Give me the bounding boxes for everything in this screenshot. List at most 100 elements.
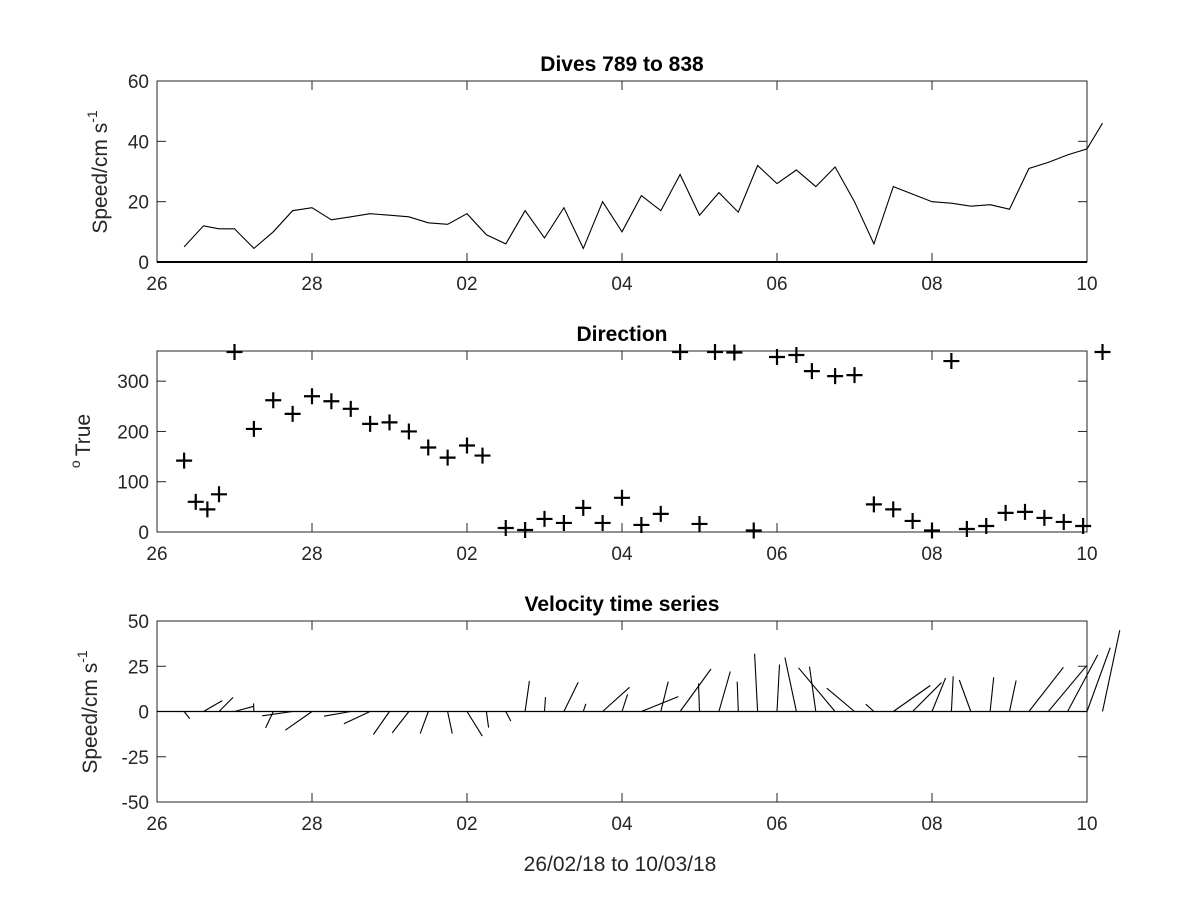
velocity-stick	[1101, 629, 1121, 712]
velocity-stick	[892, 685, 931, 712]
direction-y-label-prefix: o	[67, 460, 83, 468]
velocity-y-tick-label: 0	[138, 703, 149, 724]
direction-point	[555, 514, 572, 531]
direction-point	[614, 489, 630, 506]
direction-point	[362, 415, 379, 432]
direction-point	[997, 504, 1014, 521]
direction-point	[439, 449, 456, 466]
velocity-x-tick-label: 06	[766, 814, 787, 835]
velocity-y-tick-label: 25	[128, 657, 149, 678]
velocity-stick	[218, 697, 234, 712]
velocity-stick	[343, 711, 371, 725]
svg-text:Speed/cm s-1: Speed/cm s-1	[84, 110, 112, 234]
velocity-stick	[563, 681, 579, 712]
direction-y-label-text: True	[72, 414, 95, 456]
direction-axes: 26280204060810120100200300	[117, 344, 1111, 565]
velocity-y-tick-label: -25	[122, 748, 149, 769]
velocity-y-label: Speed/cm s-1	[74, 650, 102, 774]
direction-point	[769, 349, 785, 366]
velocity-stick	[736, 681, 739, 712]
direction-y-tick-label: 200	[117, 422, 149, 443]
direction-x-tick-label: 08	[921, 544, 942, 565]
velocity-x-tick-label: 08	[921, 814, 942, 835]
velocity-stick	[1028, 666, 1064, 712]
velocity-stick	[391, 711, 410, 734]
velocity-stick	[697, 683, 701, 712]
direction-x-tick-label: 26	[146, 544, 167, 565]
svg-text:Speed/cm s-1: Speed/cm s-1	[74, 650, 102, 774]
speed-x-tick-label: 10	[1076, 274, 1097, 295]
direction-point	[1075, 517, 1092, 534]
velocity-stick	[950, 676, 954, 712]
velocity-stick	[621, 694, 629, 712]
direction-y-tick-label: 0	[138, 523, 149, 544]
velocity-stick	[912, 682, 942, 712]
direction-point	[265, 392, 282, 409]
velocity-panel-title: Velocity time series	[525, 593, 720, 616]
direction-point	[1094, 344, 1111, 361]
direction-point	[1036, 509, 1053, 526]
direction-point	[803, 363, 820, 380]
speed-y-label-text: Speed/cm s	[89, 123, 112, 234]
direction-point	[459, 437, 475, 454]
direction-point	[1055, 513, 1072, 530]
velocity-y-label-sup: -1	[74, 650, 90, 663]
direction-point	[924, 522, 940, 539]
velocity-stick	[183, 711, 191, 719]
speed-y-tick-label: 60	[128, 72, 149, 93]
direction-point	[211, 486, 227, 503]
direction-point	[381, 414, 398, 431]
velocity-stick	[1047, 665, 1088, 712]
direction-point	[978, 517, 995, 534]
speed-x-tick-label: 06	[766, 274, 787, 295]
direction-point	[672, 344, 689, 361]
velocity-y-label-text: Speed/cm s	[79, 663, 102, 774]
speed-y-tick-label: 20	[128, 193, 149, 214]
direction-point	[904, 512, 921, 529]
direction-x-tick-label: 10	[1076, 544, 1097, 565]
direction-point	[745, 522, 762, 539]
speed-panel-title: Dives 789 to 838	[540, 53, 704, 76]
speed-panel: Dives 789 to 838 26280204060810120204060…	[84, 53, 1103, 295]
velocity-stick	[798, 667, 836, 712]
direction-point	[943, 353, 960, 370]
direction-point	[652, 505, 669, 522]
speed-x-tick-label: 04	[611, 274, 633, 295]
direction-panel-title: Direction	[576, 323, 667, 346]
speed-y-tick-label: 40	[128, 132, 149, 153]
speed-x-tick-label: 02	[456, 274, 477, 295]
velocity-stick	[826, 687, 855, 712]
svg-text:oTrue: o True	[67, 414, 95, 468]
velocity-stick	[1008, 680, 1017, 712]
velocity-y-tick-label: 50	[128, 612, 149, 633]
direction-point	[827, 368, 844, 385]
velocity-stick	[262, 710, 293, 717]
direction-point	[176, 452, 193, 469]
velocity-stick	[808, 666, 817, 712]
direction-point	[958, 520, 975, 537]
velocity-stick	[485, 711, 490, 728]
velocity-stick	[582, 703, 587, 712]
velocity-stick	[447, 711, 453, 734]
direction-panel: Direction 26280204060810120100200300 oTr…	[67, 323, 1111, 565]
direction-point	[187, 493, 204, 510]
velocity-stick	[543, 697, 547, 712]
velocity-stick	[234, 705, 254, 713]
direction-point	[885, 501, 902, 518]
velocity-stick	[931, 677, 947, 712]
velocity-x-tick-label: 26	[146, 814, 167, 835]
direction-x-tick-label: 06	[766, 544, 787, 565]
direction-x-tick-label: 02	[456, 544, 477, 565]
velocity-x-tick-label: 04	[611, 814, 633, 835]
direction-point	[726, 344, 743, 361]
velocity-y-tick-label: -50	[122, 793, 149, 814]
speed-y-label-sup: -1	[84, 110, 100, 123]
velocity-stick	[776, 664, 781, 712]
velocity-stick	[989, 677, 995, 712]
velocity-stick	[524, 680, 530, 712]
direction-point	[633, 516, 650, 533]
direction-point	[707, 344, 723, 361]
direction-y-label: o True	[67, 414, 95, 468]
